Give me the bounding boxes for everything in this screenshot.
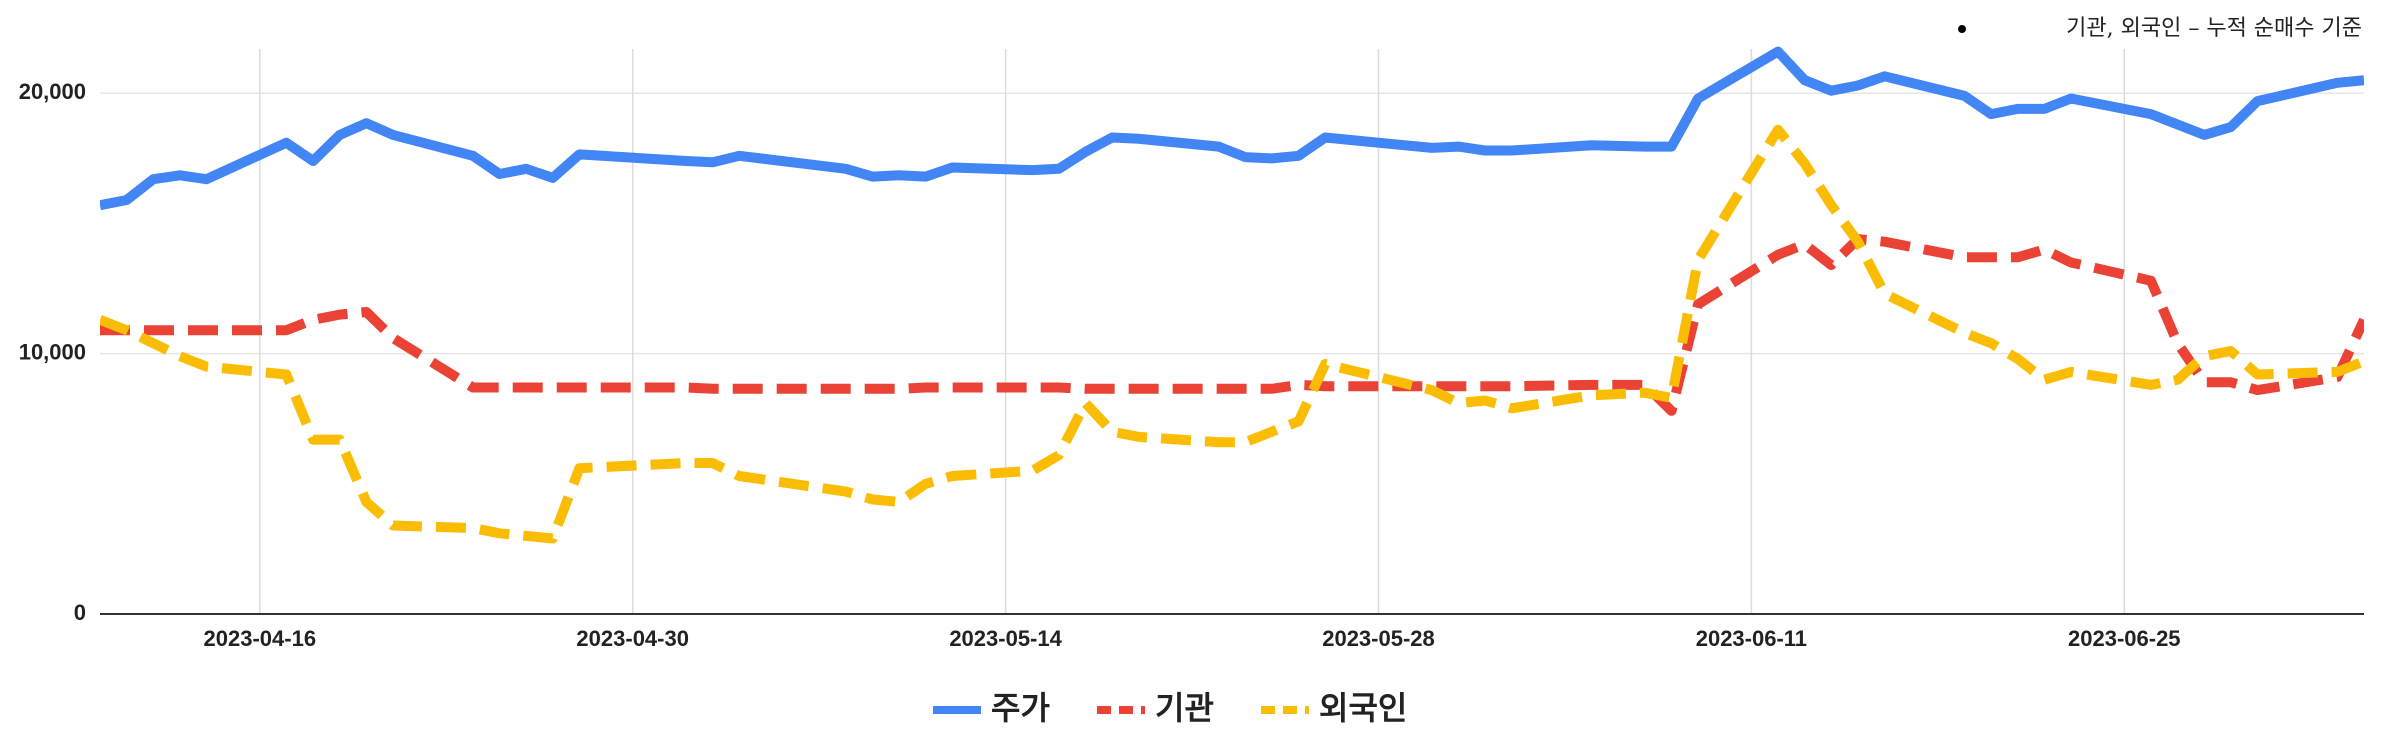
legend-label: 외국인 [1319,689,1407,727]
bullet [1958,25,1966,33]
annotation: 기관, 외국인 – 누적 순매수 기준 [2066,16,2362,41]
y-tick-label: 10,000 [19,339,86,364]
legend-label: 주가 [991,689,1050,727]
legend-label: 기관 [1155,689,1214,727]
x-tick-label: 2023-06-25 [2068,626,2181,651]
x-tick-label: 2023-04-30 [576,626,689,651]
x-tick-label: 2023-05-14 [949,626,1062,651]
y-tick-label: 20,000 [19,79,86,104]
x-tick-label: 2023-06-11 [1696,626,1807,651]
series-line [100,124,2364,544]
y-tick-label: 0 [74,600,86,625]
x-tick-label: 2023-05-28 [1322,626,1435,651]
series-line [100,234,2364,416]
series-line [100,46,2364,211]
x-tick-label: 2023-04-16 [204,626,317,651]
